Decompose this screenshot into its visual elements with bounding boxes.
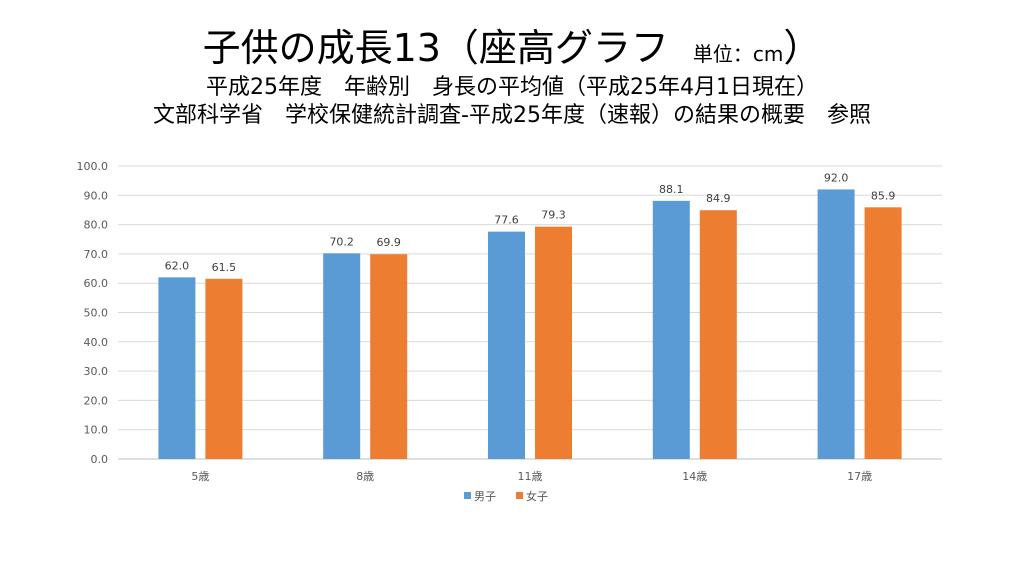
y-tick-label: 10.0 — [84, 424, 109, 437]
x-tick-label: 11歳 — [518, 470, 543, 483]
y-tick-label: 40.0 — [84, 336, 109, 349]
data-label: 62.0 — [165, 259, 190, 272]
x-tick-label: 14歳 — [682, 470, 707, 483]
data-label: 88.1 — [659, 183, 684, 196]
bar-girls — [205, 278, 243, 459]
bar-girls — [535, 226, 572, 459]
legend-swatch — [516, 492, 523, 499]
bar-boys — [158, 277, 196, 459]
title-close: ） — [783, 26, 822, 70]
chart-subtitle: 平成25年度 年齢別 身長の平均値（平成25年4月1日現在） — [206, 74, 818, 100]
title-block: 子供の成長13（座高グラフ 単位：cm） 平成25年度 年齢別 身長の平均値（平成… — [0, 26, 1024, 128]
y-tick-label: 100.0 — [77, 160, 109, 173]
y-tick-label: 90.0 — [84, 189, 109, 202]
bar-girls — [864, 207, 902, 459]
data-label: 69.9 — [376, 236, 401, 249]
data-label: 61.5 — [212, 261, 237, 274]
data-label: 79.3 — [541, 209, 566, 222]
y-tick-label: 60.0 — [84, 277, 109, 290]
x-tick-label: 5歳 — [191, 470, 209, 483]
y-tick-label: 30.0 — [84, 365, 109, 378]
x-tick-label: 8歳 — [356, 470, 374, 483]
title-unit: 単位：cm — [692, 42, 784, 66]
y-tick-label: 50.0 — [84, 307, 109, 320]
y-tick-label: 80.0 — [84, 219, 109, 232]
data-label: 85.9 — [871, 189, 896, 202]
bar-boys — [652, 200, 690, 459]
data-label: 92.0 — [824, 171, 849, 184]
x-tick-label: 17歳 — [847, 470, 872, 483]
bar-boys — [488, 231, 525, 459]
title-main: 子供の成長13（座高グラフ — [202, 26, 669, 70]
bar-boys — [817, 189, 855, 459]
bar-boys — [323, 253, 361, 459]
legend-swatch — [464, 492, 471, 499]
data-label: 84.9 — [706, 192, 731, 205]
bar-girls — [370, 254, 408, 459]
chart-source: 文部科学省 学校保健統計調査-平成25年度（速報）の結果の概要 参照 — [153, 102, 871, 128]
y-tick-label: 70.0 — [84, 248, 109, 261]
chart-title: 子供の成長13（座高グラフ 単位：cm） — [0, 26, 1024, 70]
y-tick-label: 0.0 — [91, 453, 109, 466]
bar-girls — [699, 210, 737, 459]
y-tick-label: 20.0 — [84, 394, 109, 407]
data-label: 77.6 — [494, 214, 519, 227]
data-label: 70.2 — [329, 235, 354, 248]
legend-label: 男子 — [474, 490, 496, 503]
legend-label: 女子 — [526, 489, 548, 503]
